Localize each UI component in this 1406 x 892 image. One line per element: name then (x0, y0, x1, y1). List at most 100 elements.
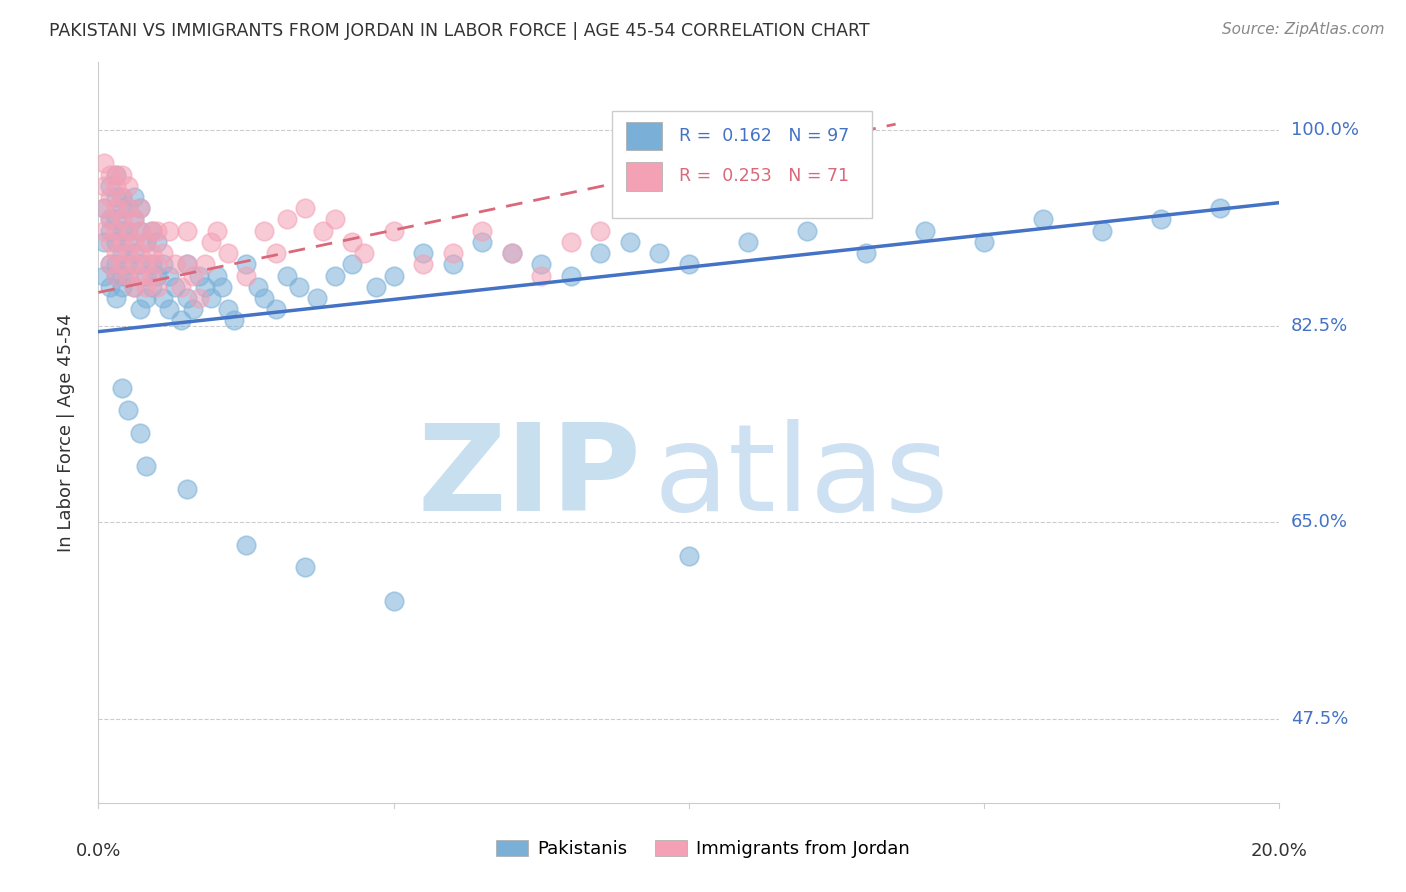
Point (194, 280, 217, 294)
Point (1150, 212, 1173, 227)
Point (111, 212, 134, 227)
Point (412, 246, 434, 260)
Point (111, 224, 134, 238)
Point (342, 257, 364, 271)
Point (117, 268, 139, 283)
Point (288, 280, 311, 294)
Point (560, 235, 582, 249)
Point (200, 235, 222, 249)
Point (152, 291, 174, 305)
Point (122, 235, 145, 249)
Point (176, 224, 198, 238)
Point (117, 224, 139, 238)
Point (105, 168, 128, 182)
Point (117, 201, 139, 215)
Point (648, 246, 671, 260)
Point (796, 224, 818, 238)
Point (181, 268, 204, 283)
Text: 65.0%: 65.0% (1291, 514, 1347, 532)
Point (128, 268, 150, 283)
Point (217, 246, 239, 260)
Point (98, 257, 121, 271)
Point (855, 246, 877, 260)
Point (105, 257, 128, 271)
Point (135, 257, 157, 271)
Point (176, 291, 198, 305)
Point (111, 268, 134, 283)
Point (135, 459, 157, 474)
Point (589, 246, 612, 260)
Point (111, 168, 134, 182)
Point (157, 268, 180, 283)
Text: Source: ZipAtlas.com: Source: ZipAtlas.com (1222, 22, 1385, 37)
Point (471, 224, 494, 238)
Point (128, 257, 150, 271)
Point (235, 257, 257, 271)
Point (98, 280, 121, 294)
Point (235, 268, 257, 283)
Point (128, 224, 150, 238)
Point (200, 291, 222, 305)
Point (176, 257, 198, 271)
Point (93, 201, 115, 215)
Point (382, 594, 405, 608)
Point (105, 291, 128, 305)
Point (253, 291, 276, 305)
Text: 100.0%: 100.0% (1291, 120, 1358, 139)
Point (135, 291, 157, 305)
Point (128, 224, 150, 238)
Point (187, 291, 209, 305)
Point (98, 257, 121, 271)
Point (111, 235, 134, 249)
Point (253, 224, 276, 238)
Point (530, 257, 553, 271)
Point (117, 403, 139, 417)
Point (105, 246, 128, 260)
Point (128, 425, 150, 440)
Point (914, 224, 936, 238)
Point (170, 280, 193, 294)
Point (128, 201, 150, 215)
Point (441, 257, 464, 271)
Point (157, 224, 180, 238)
Point (93, 268, 115, 283)
Point (93, 178, 115, 193)
Point (973, 235, 995, 249)
Text: ZIP: ZIP (418, 418, 641, 535)
Point (117, 257, 139, 271)
Legend: Pakistanis, Immigrants from Jordan: Pakistanis, Immigrants from Jordan (489, 832, 917, 865)
Point (93, 224, 115, 238)
Point (264, 246, 287, 260)
FancyBboxPatch shape (612, 111, 872, 218)
Point (619, 235, 641, 249)
Text: 82.5%: 82.5% (1291, 317, 1348, 335)
Point (246, 280, 269, 294)
Point (170, 313, 193, 327)
Point (530, 268, 553, 283)
Point (111, 201, 134, 215)
Point (111, 381, 134, 395)
Point (105, 235, 128, 249)
Point (141, 268, 163, 283)
Point (117, 235, 139, 249)
Point (501, 246, 523, 260)
Point (111, 190, 134, 204)
FancyBboxPatch shape (626, 162, 662, 191)
Point (122, 246, 145, 260)
Point (205, 268, 228, 283)
Point (141, 224, 163, 238)
Point (294, 560, 316, 574)
Point (471, 235, 494, 249)
Text: R =  0.253   N = 71: R = 0.253 N = 71 (679, 168, 849, 186)
Point (128, 246, 150, 260)
Point (323, 212, 346, 227)
Point (141, 246, 163, 260)
Point (117, 178, 139, 193)
Point (589, 224, 612, 238)
Point (276, 268, 298, 283)
Point (146, 268, 169, 283)
Text: atlas: atlas (654, 418, 949, 535)
Point (128, 302, 150, 317)
Point (1209, 201, 1232, 215)
Point (122, 212, 145, 227)
